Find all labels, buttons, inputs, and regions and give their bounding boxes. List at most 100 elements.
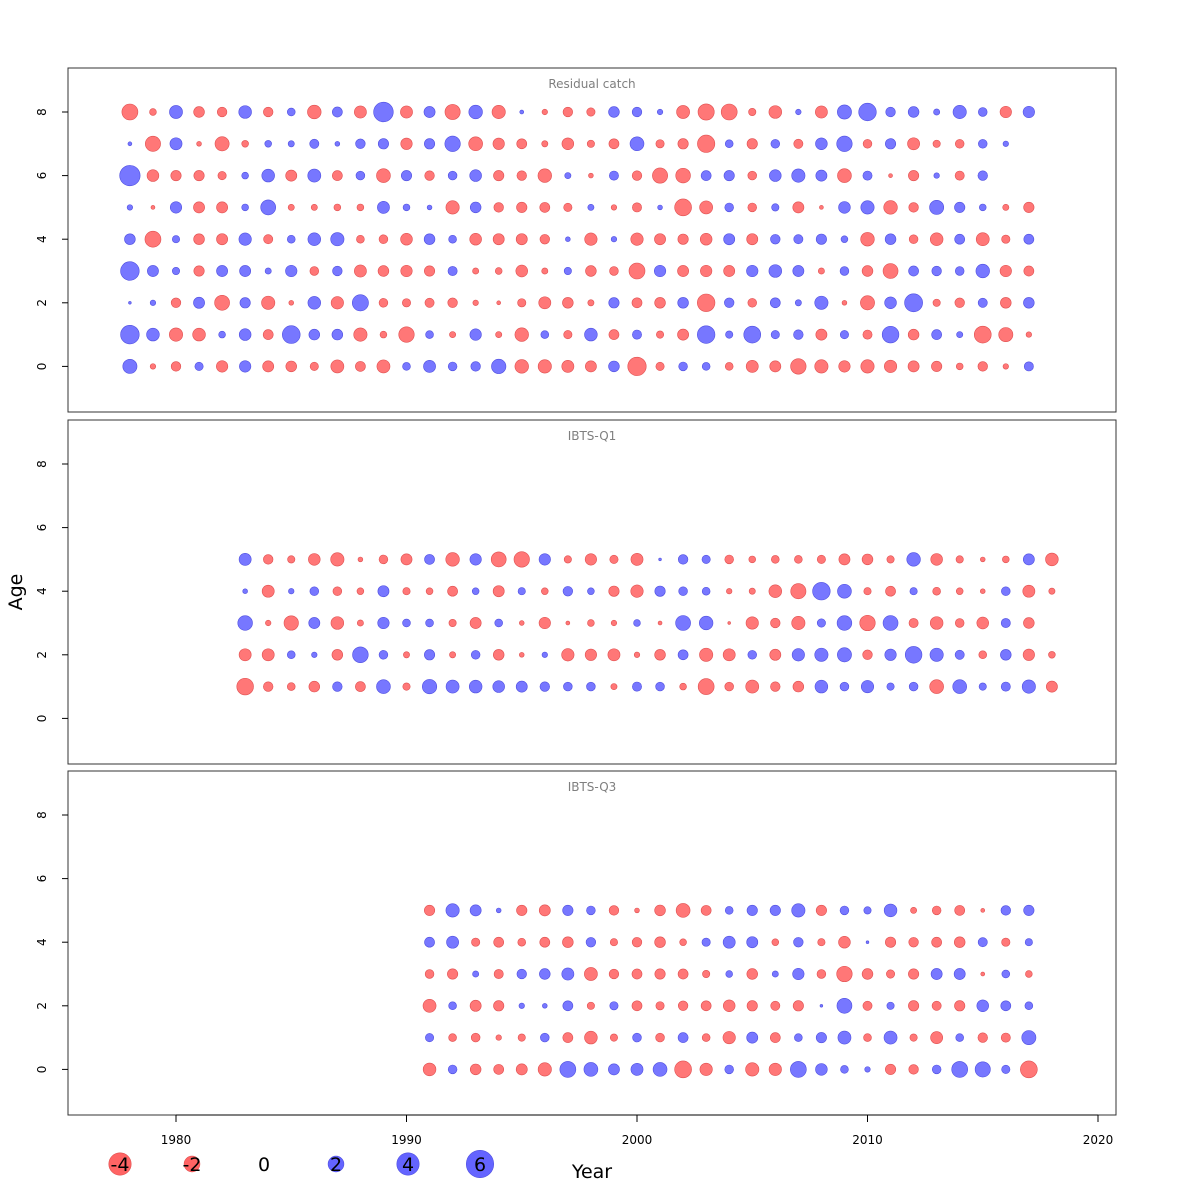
- bubble: [373, 101, 394, 123]
- bubble: [562, 904, 574, 916]
- panel-title: Residual catch: [548, 77, 635, 91]
- bubble: [883, 1030, 898, 1045]
- bubble: [929, 232, 944, 246]
- bubble: [260, 199, 276, 216]
- bubble: [769, 1032, 781, 1043]
- bubble: [449, 331, 457, 339]
- plot-panels: Residual catch 0 2 4 6 8 IBTS-Q1 0 2 4 6 8 IBTS-Q3 0 2…: [35, 67, 1117, 1116]
- bubble: [931, 936, 942, 948]
- bubble: [147, 265, 159, 277]
- bubble: [283, 615, 299, 631]
- legend-label: 0: [258, 1154, 270, 1176]
- legend-bubble: [327, 1155, 345, 1173]
- bubble: [472, 970, 480, 978]
- y-tick-label: 6: [35, 524, 49, 532]
- bubble: [837, 1030, 852, 1045]
- bubble: [954, 201, 966, 213]
- bubble: [633, 651, 641, 658]
- bubble: [587, 299, 595, 307]
- bubble: [726, 588, 733, 595]
- bubble: [909, 1033, 918, 1042]
- bubble: [908, 618, 919, 628]
- bubble: [332, 170, 343, 181]
- bubble: [516, 138, 528, 150]
- bubble: [241, 140, 249, 148]
- bubble: [193, 201, 205, 214]
- bubble: [444, 135, 461, 152]
- bubble: [216, 265, 228, 277]
- bubble: [793, 937, 804, 948]
- bubble: [954, 936, 966, 948]
- bubble: [1023, 265, 1035, 277]
- bubble: [677, 297, 689, 309]
- bubble: [931, 1000, 942, 1011]
- bubble: [701, 1033, 711, 1042]
- bubble: [1048, 587, 1056, 595]
- bubble: [562, 586, 573, 597]
- bubble: [239, 297, 251, 309]
- bubble: [888, 173, 893, 178]
- bubble: [423, 360, 436, 373]
- bubble: [1001, 969, 1011, 979]
- bubble: [445, 200, 460, 215]
- bubble: [310, 203, 318, 211]
- bubble: [172, 267, 180, 275]
- bubble: [815, 1063, 828, 1076]
- bubble: [929, 616, 944, 630]
- bubble: [654, 968, 666, 980]
- bubble: [448, 1033, 457, 1042]
- bubble: [609, 1033, 618, 1042]
- x-axis: 1980 1990 2000 2010 2020: [161, 1114, 1113, 1147]
- bubble: [630, 1063, 644, 1076]
- bubble: [790, 1061, 807, 1078]
- bubble: [193, 265, 205, 277]
- bubble: [933, 108, 941, 116]
- bubble: [539, 968, 551, 980]
- bubble: [885, 585, 896, 597]
- bubble: [376, 168, 391, 183]
- bubble: [607, 648, 621, 662]
- bubble: [814, 647, 829, 662]
- bubble: [815, 169, 828, 182]
- bubble: [214, 136, 230, 152]
- bubble: [193, 170, 205, 182]
- bubble: [352, 646, 369, 663]
- bubble: [588, 172, 594, 179]
- bubble: [264, 267, 272, 275]
- bubble: [144, 230, 162, 248]
- bubble: [724, 202, 734, 213]
- bubble: [792, 265, 805, 277]
- bubble: [771, 555, 780, 564]
- y-tick-label: 4: [35, 938, 49, 946]
- bubble: [770, 1000, 781, 1011]
- bubble: [769, 297, 781, 309]
- bubble: [263, 554, 274, 565]
- bubble: [904, 646, 923, 664]
- bubble: [819, 1004, 824, 1008]
- bubble: [884, 233, 897, 245]
- bubble: [883, 200, 898, 215]
- bubble: [402, 298, 411, 308]
- panel-2: IBTS-Q1 0 2 4 6 8: [35, 419, 1117, 765]
- bubble: [1022, 584, 1036, 598]
- bubble: [655, 139, 665, 149]
- bubble: [610, 236, 618, 243]
- bubble: [790, 358, 807, 375]
- bubble: [931, 1064, 942, 1075]
- bubble: [980, 908, 986, 913]
- bubble: [587, 619, 595, 627]
- bubble: [169, 201, 183, 214]
- bubble: [838, 360, 851, 373]
- bubble: [933, 172, 940, 179]
- bubble: [468, 136, 483, 152]
- bubble: [908, 1000, 920, 1012]
- bubble: [977, 297, 988, 308]
- bubble: [493, 649, 505, 661]
- bubble: [978, 107, 988, 117]
- bubble: [330, 616, 345, 630]
- bubble: [674, 198, 692, 217]
- bubble: [377, 265, 390, 277]
- bubble: [470, 650, 481, 660]
- bubble: [884, 648, 897, 661]
- bubble: [862, 649, 873, 660]
